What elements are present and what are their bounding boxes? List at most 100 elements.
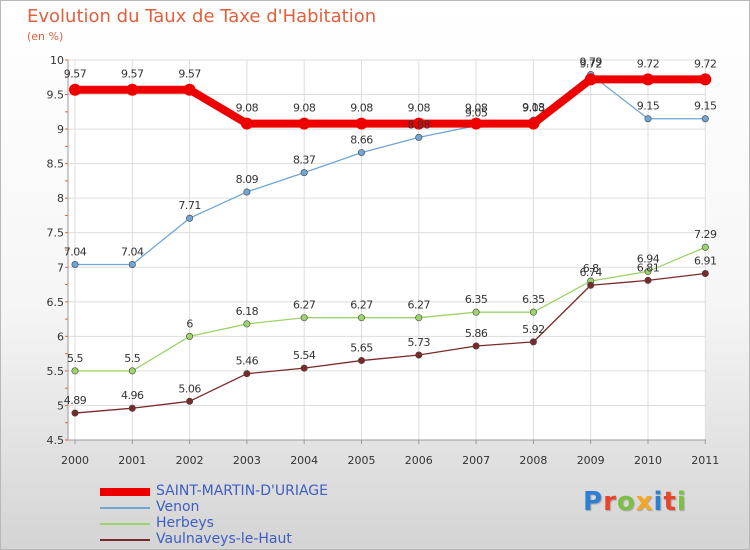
y-tick-label: 4.5 bbox=[47, 434, 65, 447]
data-point bbox=[243, 370, 251, 378]
data-point bbox=[472, 342, 480, 350]
x-tick-label: 2000 bbox=[61, 454, 89, 467]
data-label: 9.57 bbox=[178, 68, 201, 81]
data-label: 5.06 bbox=[178, 382, 201, 395]
legend-swatch bbox=[100, 523, 150, 525]
data-point bbox=[584, 73, 597, 86]
x-tick-label: 2008 bbox=[519, 454, 547, 467]
data-label: 9.08 bbox=[465, 102, 488, 115]
data-point bbox=[701, 115, 709, 123]
legend-swatch bbox=[100, 488, 150, 496]
data-point bbox=[126, 83, 139, 96]
series-line bbox=[74, 246, 706, 372]
data-label: 6.35 bbox=[522, 293, 545, 306]
data-point bbox=[644, 115, 652, 123]
y-tick-label: 6 bbox=[57, 330, 64, 343]
data-label: 5.46 bbox=[236, 355, 259, 368]
x-tick-label: 2009 bbox=[577, 454, 605, 467]
y-tick-label: 9.5 bbox=[47, 89, 65, 102]
data-label: 9.08 bbox=[522, 102, 545, 115]
data-point bbox=[470, 117, 483, 130]
y-tick-label: 8 bbox=[57, 192, 64, 205]
legend-label: Herbeys bbox=[156, 515, 214, 531]
data-label: 5.5 bbox=[67, 352, 83, 365]
data-point bbox=[529, 338, 537, 346]
data-point bbox=[701, 243, 709, 251]
plot-area bbox=[68, 60, 706, 440]
data-label: 4.89 bbox=[64, 394, 87, 407]
data-label: 6.27 bbox=[293, 299, 316, 312]
y-tick-label: 10 bbox=[50, 54, 64, 67]
data-label: 5.65 bbox=[350, 342, 373, 355]
data-point bbox=[642, 73, 654, 86]
logo-letter: i bbox=[676, 487, 687, 517]
data-label: 8.09 bbox=[236, 173, 259, 186]
series-0 bbox=[69, 73, 712, 130]
data-label: 7.04 bbox=[64, 246, 87, 259]
y-tick-label: 5.5 bbox=[47, 365, 65, 378]
logo-letter: t bbox=[663, 487, 677, 517]
data-point bbox=[240, 117, 253, 130]
logo-letter: x bbox=[635, 487, 654, 517]
data-label: 5.54 bbox=[293, 349, 316, 362]
x-tick-label: 2004 bbox=[290, 454, 318, 467]
data-label: 9.08 bbox=[408, 102, 431, 115]
series-line bbox=[71, 75, 710, 128]
x-tick-label: 2010 bbox=[634, 454, 662, 467]
data-label: 5.5 bbox=[124, 352, 140, 365]
data-label: 9.72 bbox=[579, 57, 602, 70]
logo-letter: P bbox=[583, 487, 604, 517]
data-point bbox=[69, 83, 81, 96]
data-point bbox=[355, 117, 368, 130]
logo-letter: i bbox=[653, 487, 664, 517]
x-tick-label: 2006 bbox=[405, 454, 433, 467]
data-point bbox=[71, 409, 79, 417]
data-point bbox=[128, 404, 136, 412]
data-label: 6.8 bbox=[583, 262, 599, 275]
data-label: 9.13 bbox=[522, 101, 545, 114]
logo-letter: o bbox=[616, 487, 636, 517]
legend-swatch bbox=[100, 507, 150, 509]
data-label: 8.88 bbox=[408, 118, 431, 131]
data-point bbox=[472, 308, 480, 316]
data-point bbox=[529, 308, 537, 316]
data-label: 6.35 bbox=[465, 293, 488, 306]
data-point bbox=[587, 281, 595, 289]
data-label: 6 bbox=[186, 317, 193, 330]
x-tick-label: 2007 bbox=[462, 454, 490, 467]
data-point bbox=[128, 261, 136, 269]
data-label: 5.92 bbox=[522, 323, 545, 336]
data-point bbox=[186, 332, 194, 340]
proxiti-logo: Proxiti bbox=[583, 487, 687, 517]
data-label: 6.27 bbox=[350, 299, 373, 312]
logo-letter: r bbox=[603, 487, 617, 517]
data-point bbox=[415, 133, 423, 141]
data-point bbox=[357, 357, 365, 365]
data-point bbox=[527, 117, 540, 130]
data-label: 6.94 bbox=[637, 252, 660, 265]
legend-label: Vaulnaveys-le-Haut bbox=[156, 531, 292, 547]
y-tick-label: 8.5 bbox=[47, 158, 65, 171]
series-2 bbox=[71, 243, 709, 375]
data-point bbox=[298, 117, 311, 130]
data-label: 7.29 bbox=[694, 228, 717, 241]
series-line bbox=[74, 272, 706, 414]
data-label: 8.66 bbox=[350, 134, 373, 147]
data-label: 9.57 bbox=[64, 68, 87, 81]
legend-label: Venon bbox=[156, 499, 200, 515]
x-tick-label: 2011 bbox=[691, 454, 719, 467]
data-label: 9.15 bbox=[637, 100, 660, 113]
legend-label: SAINT-MARTIN-D'URIAGE bbox=[156, 483, 328, 499]
data-label: 9.08 bbox=[350, 102, 373, 115]
data-label: 6.74 bbox=[579, 266, 602, 279]
data-label: 4.96 bbox=[121, 389, 144, 402]
x-tick-label: 2005 bbox=[348, 454, 376, 467]
data-label: 5.86 bbox=[465, 327, 488, 340]
chart-unit-label: (en %) bbox=[27, 30, 64, 43]
chart-title: Evolution du Taux de Taxe d'Habitation bbox=[27, 6, 377, 27]
data-point bbox=[699, 73, 712, 86]
y-tick-label: 7.5 bbox=[47, 227, 65, 240]
data-point bbox=[183, 83, 196, 96]
data-point bbox=[300, 314, 308, 322]
